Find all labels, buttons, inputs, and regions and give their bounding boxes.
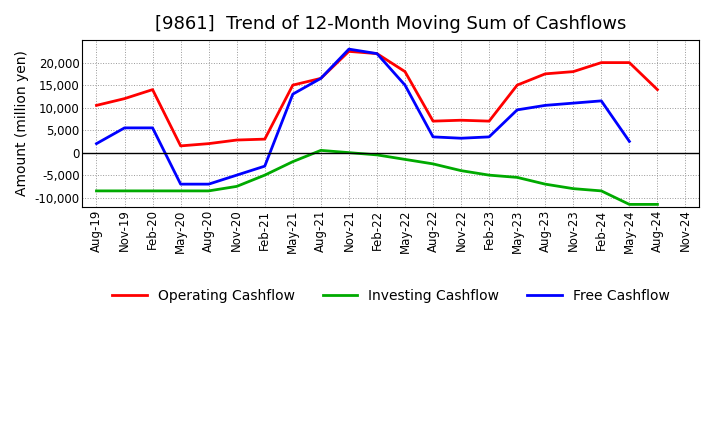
- Free Cashflow: [92, 141, 101, 146]
- Free Cashflow: [261, 164, 269, 169]
- Investing Cashflow: [456, 168, 465, 173]
- Investing Cashflow: [120, 188, 129, 194]
- Operating Cashflow: [541, 71, 549, 77]
- Free Cashflow: [625, 139, 634, 144]
- Free Cashflow: [513, 107, 521, 113]
- Line: Operating Cashflow: Operating Cashflow: [96, 51, 657, 146]
- Free Cashflow: [400, 82, 409, 88]
- Investing Cashflow: [569, 186, 577, 191]
- Free Cashflow: [317, 76, 325, 81]
- Operating Cashflow: [625, 60, 634, 65]
- Investing Cashflow: [261, 172, 269, 178]
- Free Cashflow: [204, 182, 213, 187]
- Free Cashflow: [289, 92, 297, 97]
- Operating Cashflow: [485, 118, 493, 124]
- Investing Cashflow: [400, 157, 409, 162]
- Free Cashflow: [456, 136, 465, 141]
- Investing Cashflow: [653, 202, 662, 207]
- Operating Cashflow: [289, 82, 297, 88]
- Investing Cashflow: [485, 172, 493, 178]
- Free Cashflow: [120, 125, 129, 131]
- Operating Cashflow: [233, 137, 241, 143]
- Y-axis label: Amount (million yen): Amount (million yen): [15, 51, 29, 196]
- Operating Cashflow: [176, 143, 185, 149]
- Investing Cashflow: [625, 202, 634, 207]
- Operating Cashflow: [400, 69, 409, 74]
- Operating Cashflow: [92, 103, 101, 108]
- Operating Cashflow: [204, 141, 213, 146]
- Line: Investing Cashflow: Investing Cashflow: [96, 150, 657, 205]
- Operating Cashflow: [317, 76, 325, 81]
- Free Cashflow: [176, 182, 185, 187]
- Free Cashflow: [485, 134, 493, 139]
- Operating Cashflow: [653, 87, 662, 92]
- Investing Cashflow: [345, 150, 354, 155]
- Legend: Operating Cashflow, Investing Cashflow, Free Cashflow: Operating Cashflow, Investing Cashflow, …: [107, 283, 675, 308]
- Operating Cashflow: [345, 49, 354, 54]
- Investing Cashflow: [428, 161, 437, 166]
- Investing Cashflow: [597, 188, 606, 194]
- Investing Cashflow: [317, 148, 325, 153]
- Operating Cashflow: [148, 87, 157, 92]
- Investing Cashflow: [513, 175, 521, 180]
- Operating Cashflow: [373, 51, 382, 56]
- Free Cashflow: [428, 134, 437, 139]
- Operating Cashflow: [569, 69, 577, 74]
- Title: [9861]  Trend of 12-Month Moving Sum of Cashflows: [9861] Trend of 12-Month Moving Sum of C…: [156, 15, 626, 33]
- Operating Cashflow: [456, 117, 465, 123]
- Operating Cashflow: [513, 82, 521, 88]
- Free Cashflow: [373, 51, 382, 56]
- Free Cashflow: [148, 125, 157, 131]
- Investing Cashflow: [92, 188, 101, 194]
- Investing Cashflow: [176, 188, 185, 194]
- Free Cashflow: [541, 103, 549, 108]
- Free Cashflow: [597, 98, 606, 103]
- Investing Cashflow: [373, 152, 382, 158]
- Investing Cashflow: [148, 188, 157, 194]
- Free Cashflow: [345, 47, 354, 52]
- Investing Cashflow: [204, 188, 213, 194]
- Operating Cashflow: [597, 60, 606, 65]
- Free Cashflow: [233, 172, 241, 178]
- Operating Cashflow: [261, 136, 269, 142]
- Line: Free Cashflow: Free Cashflow: [96, 49, 629, 184]
- Free Cashflow: [569, 100, 577, 106]
- Investing Cashflow: [541, 182, 549, 187]
- Investing Cashflow: [289, 159, 297, 164]
- Operating Cashflow: [120, 96, 129, 101]
- Investing Cashflow: [233, 184, 241, 189]
- Operating Cashflow: [428, 118, 437, 124]
